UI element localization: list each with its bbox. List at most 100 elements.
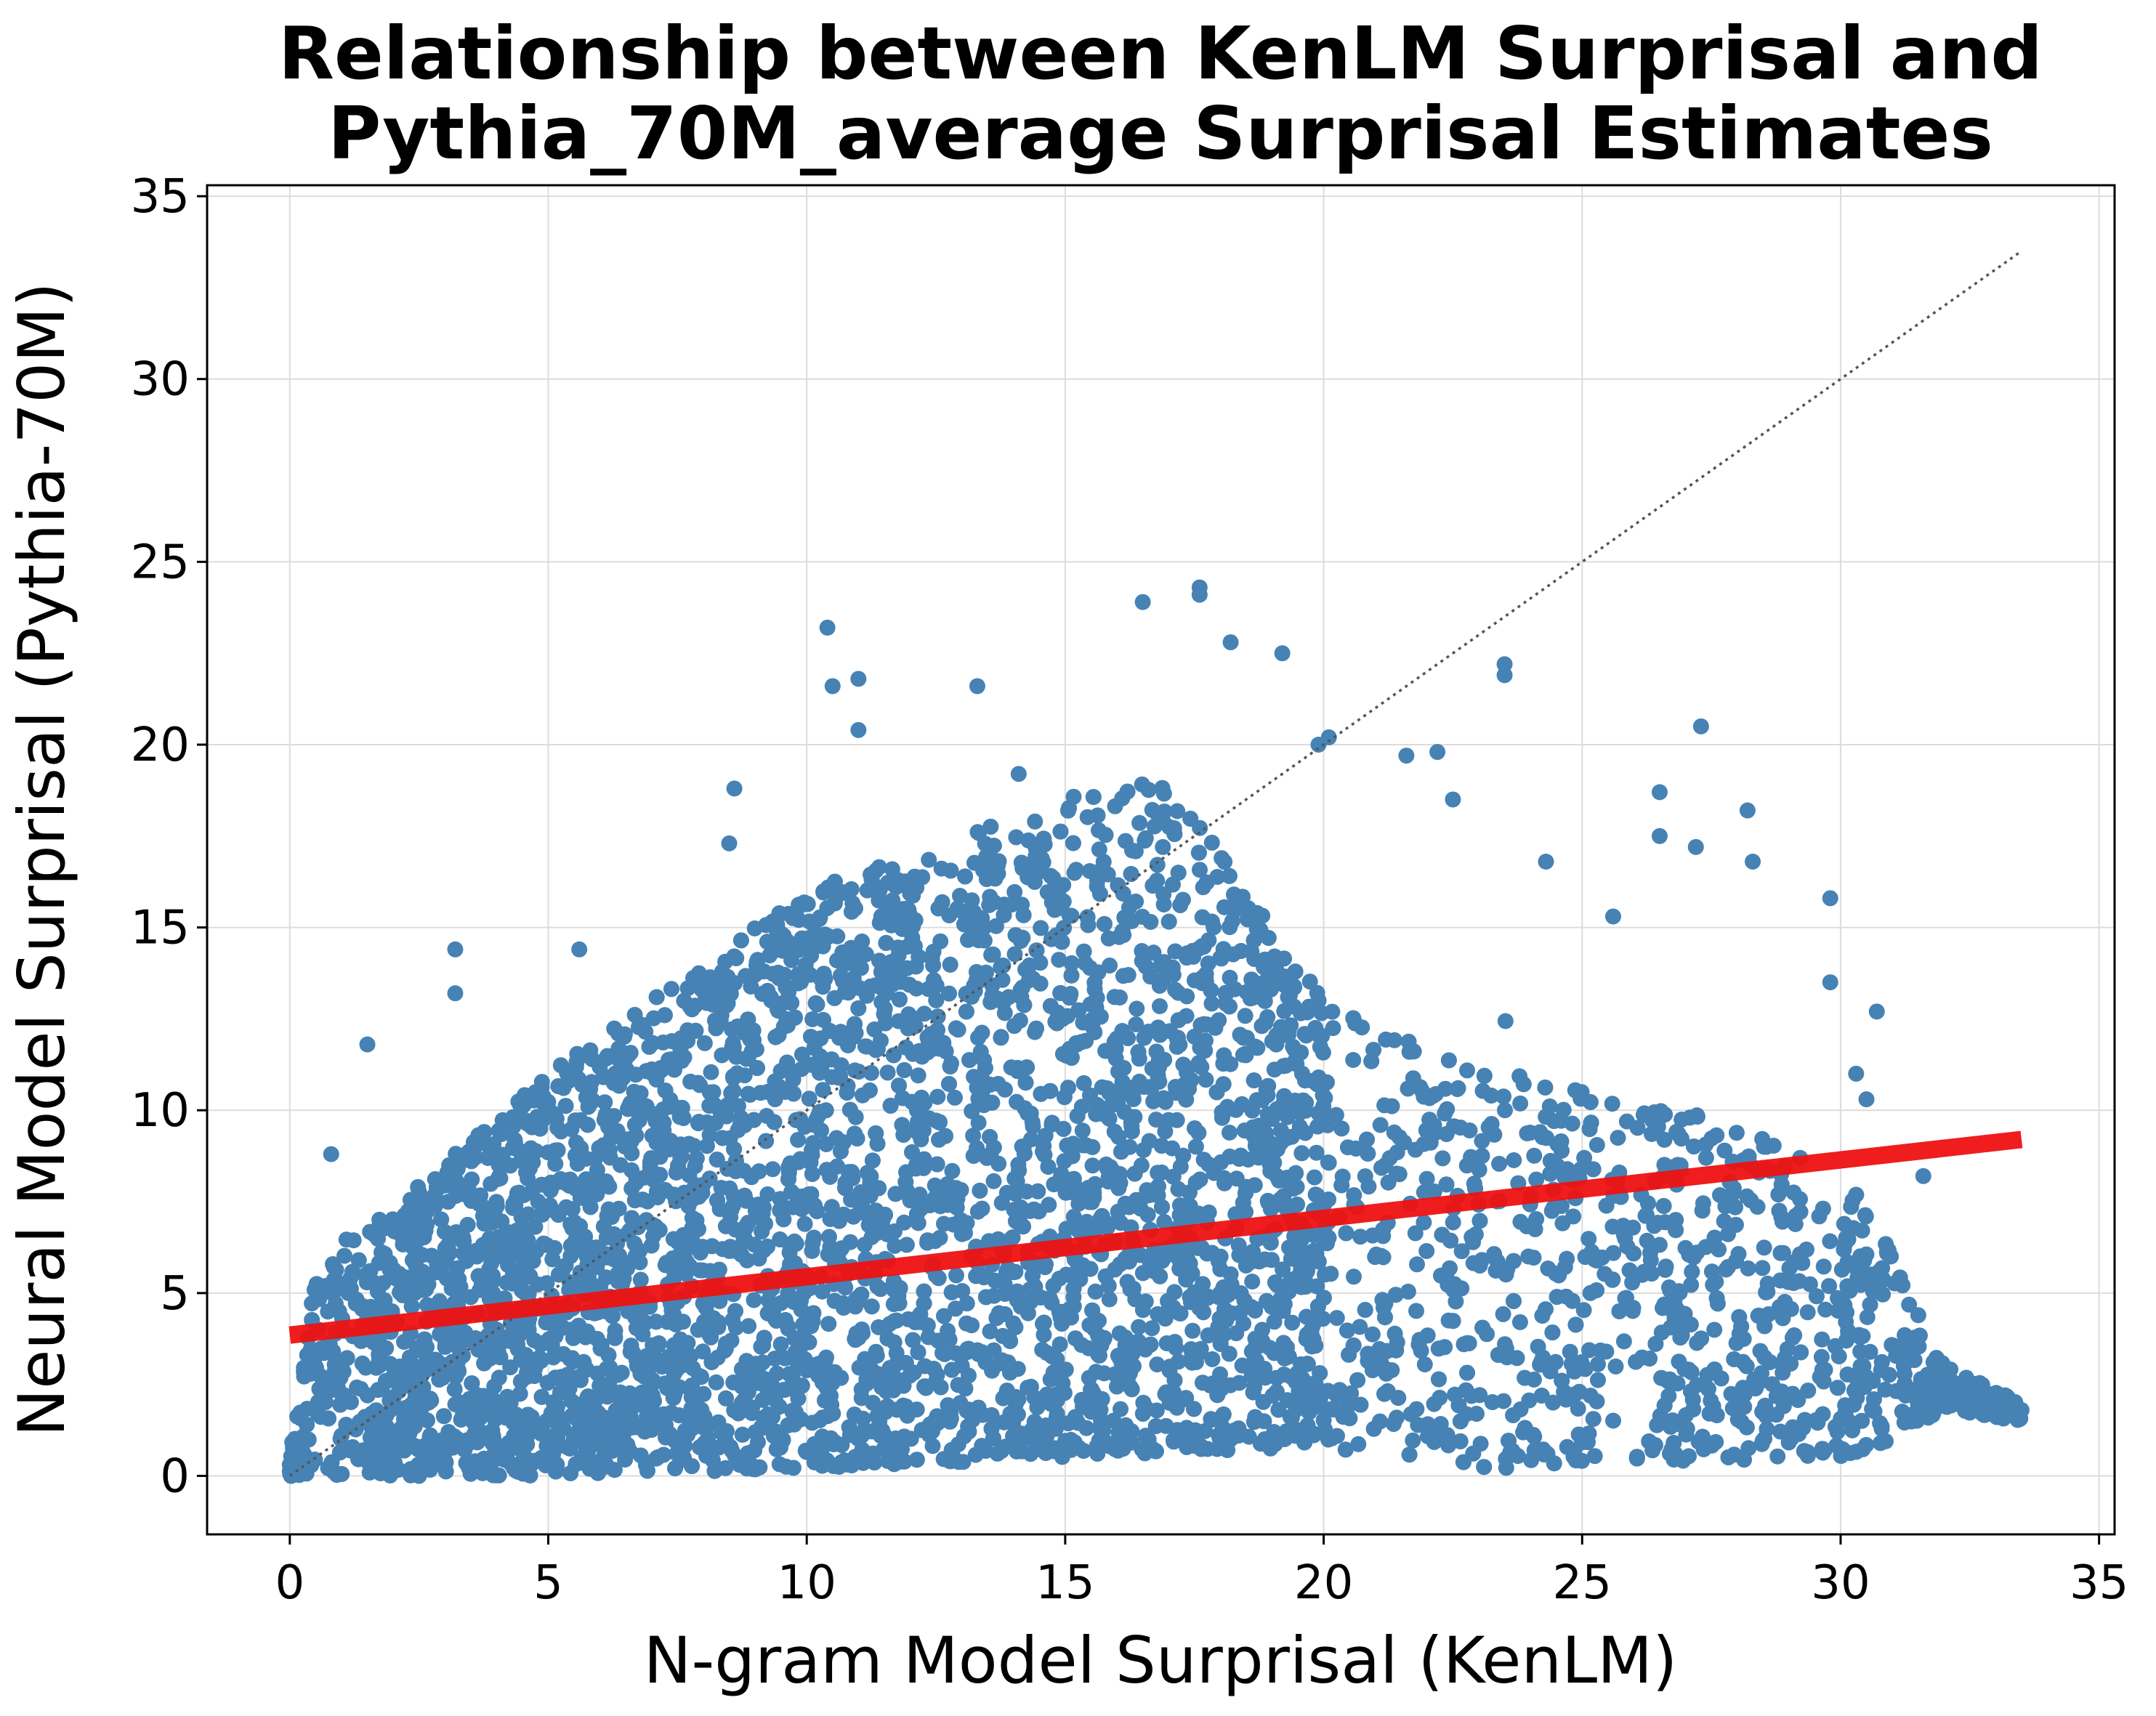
scatter-point xyxy=(634,1016,650,1033)
scatter-point xyxy=(1142,968,1159,985)
scatter-point xyxy=(1372,1117,1389,1133)
scatter-point xyxy=(1035,1327,1052,1343)
scatter-point xyxy=(952,888,968,904)
scatter-point xyxy=(968,1268,985,1284)
scatter-point xyxy=(1203,995,1220,1012)
scatter-point xyxy=(1512,1095,1529,1112)
scatter-point xyxy=(455,1406,472,1422)
scatter-point xyxy=(820,1316,837,1332)
scatter-point xyxy=(610,1425,626,1441)
scatter-point xyxy=(821,1229,837,1245)
scatter-point xyxy=(1345,1052,1362,1068)
scatter-point xyxy=(338,1231,355,1248)
scatter-point xyxy=(1131,1319,1147,1335)
scatter-point xyxy=(1511,1314,1528,1330)
scatter-point xyxy=(1437,1339,1453,1356)
scatter-point xyxy=(1740,1440,1757,1457)
scatter-point xyxy=(1214,850,1230,867)
scatter-point xyxy=(1144,1320,1160,1337)
scatter-point xyxy=(1588,1137,1605,1153)
scatter-point xyxy=(1727,1216,1744,1233)
scatter-point xyxy=(764,1161,781,1178)
scatter-point xyxy=(1901,1296,1918,1313)
scatter-point xyxy=(1497,1102,1513,1119)
scatter-point xyxy=(696,1035,713,1051)
scatter-point xyxy=(1467,1226,1484,1243)
scatter-point xyxy=(1306,1169,1323,1186)
scatter-point xyxy=(708,1374,724,1391)
scatter-point xyxy=(1091,841,1107,858)
scatter-point xyxy=(1439,1101,1455,1117)
scatter-point xyxy=(814,1283,831,1300)
scatter-point xyxy=(1213,1154,1230,1170)
scatter-point xyxy=(993,1029,1009,1045)
scatter-point xyxy=(1184,1322,1201,1339)
scatter-point xyxy=(942,956,958,973)
scatter-point xyxy=(851,1359,868,1376)
scatter-point xyxy=(1792,1191,1808,1207)
scatter-point xyxy=(879,1330,896,1347)
scatter-point xyxy=(796,1215,813,1232)
scatter-point xyxy=(1604,1096,1620,1112)
scatter-point xyxy=(1497,1013,1514,1029)
scatter-point xyxy=(1408,1303,1424,1319)
scatter-point xyxy=(1878,1433,1894,1449)
scatter-point xyxy=(1022,1378,1039,1395)
scatter-point xyxy=(1333,1120,1350,1137)
scatter-point xyxy=(1581,1342,1597,1359)
scatter-point xyxy=(887,1237,903,1254)
scatter-point xyxy=(1859,1309,1876,1325)
scatter-point xyxy=(985,1173,1002,1189)
scatter-point xyxy=(1639,1232,1655,1249)
scatter-point xyxy=(1604,1218,1621,1235)
scatter-point xyxy=(1167,982,1184,998)
scatter-point xyxy=(1528,1171,1545,1188)
scatter-point xyxy=(1325,1020,1341,1037)
scatter-point xyxy=(1881,1367,1897,1383)
scatter-point xyxy=(1113,1401,1129,1417)
scatter-point xyxy=(1596,1266,1613,1282)
scatter-point xyxy=(1029,1399,1046,1416)
scatter-point xyxy=(1585,1411,1602,1428)
scatter-point xyxy=(1156,1213,1173,1230)
scatter-point xyxy=(1107,798,1123,814)
scatter-point xyxy=(1360,1345,1376,1362)
scatter-point xyxy=(1051,952,1067,968)
scatter-point xyxy=(1055,1120,1072,1137)
scatter-point xyxy=(1129,1000,1145,1017)
scatter-point xyxy=(486,1378,503,1395)
scatter-point xyxy=(1615,1333,1632,1350)
scatter-point xyxy=(1586,1448,1603,1465)
scatter-point xyxy=(1459,1062,1475,1079)
scatter-point xyxy=(997,1081,1013,1098)
scatter-point xyxy=(771,1456,788,1473)
scatter-point xyxy=(1309,1187,1325,1204)
scatter-point xyxy=(823,1199,840,1215)
scatter-point xyxy=(598,1229,615,1246)
scatter-point xyxy=(1526,1147,1543,1164)
scatter-point xyxy=(520,1206,536,1223)
scatter-point xyxy=(1813,1348,1830,1365)
scatter-point xyxy=(1877,1381,1894,1398)
scatter-point xyxy=(1409,1256,1425,1273)
scatter-point xyxy=(1695,1441,1712,1457)
scatter-point xyxy=(1607,1358,1624,1375)
scatter-point xyxy=(1564,1115,1580,1132)
scatter-point xyxy=(1131,814,1148,831)
scatter-point xyxy=(725,1374,742,1391)
scatter-point xyxy=(1119,1274,1136,1290)
scatter-point xyxy=(350,1451,367,1468)
scatter-point xyxy=(1491,1155,1508,1172)
scatter-point xyxy=(1554,1215,1571,1231)
scatter-point xyxy=(1013,854,1030,871)
scatter-point xyxy=(475,1207,491,1224)
scatter-point xyxy=(1266,1314,1283,1330)
scatter-point xyxy=(1445,1214,1461,1231)
scatter-point xyxy=(1400,1283,1416,1300)
scatter-point xyxy=(1101,1291,1118,1308)
scatter-point xyxy=(1005,1315,1022,1332)
scatter-point xyxy=(695,1343,711,1360)
scatter-point xyxy=(1027,813,1043,830)
scatter-point xyxy=(987,870,1004,887)
